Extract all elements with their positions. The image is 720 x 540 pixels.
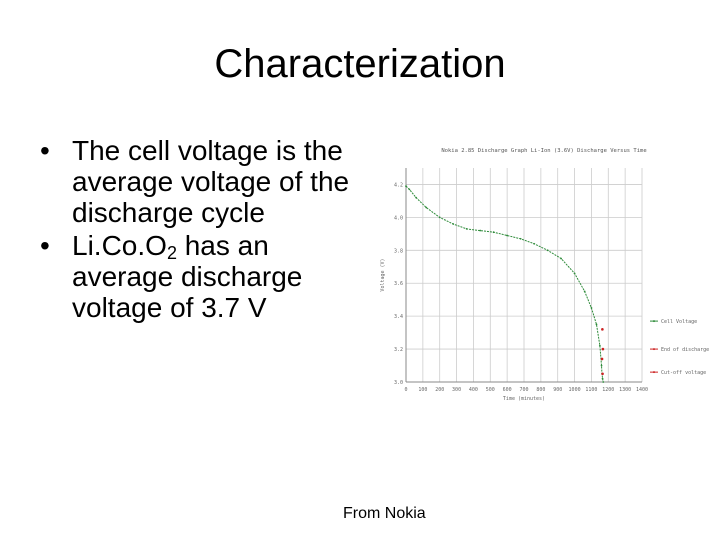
x-tick-label: 1000 — [569, 387, 581, 393]
series-line-cell-voltage — [405, 185, 604, 383]
end-marker — [600, 357, 604, 361]
data-point — [465, 228, 468, 230]
legend-marker — [653, 371, 655, 374]
data-point — [600, 364, 603, 367]
y-tick-label: 3.6 — [394, 281, 403, 287]
data-point — [595, 323, 598, 326]
x-tick-label: 1200 — [602, 387, 614, 393]
x-tick-label: 600 — [503, 387, 512, 393]
y-tick-label: 4.0 — [394, 215, 403, 221]
bullet-list: The cell voltage is the average voltage … — [40, 135, 370, 325]
data-point — [560, 257, 562, 260]
y-axis-label: Voltage (V) — [380, 258, 386, 291]
x-tick-label: 800 — [536, 387, 545, 393]
data-point — [425, 206, 428, 209]
data-point — [602, 381, 605, 383]
bullet-text-post: has an average discharge voltage of 3.7 … — [72, 230, 303, 323]
data-point — [573, 272, 576, 275]
x-tick-label: 500 — [486, 387, 495, 393]
y-tick-label: 3.8 — [394, 248, 403, 254]
x-tick-label: 0 — [404, 387, 407, 393]
data-point — [583, 290, 586, 293]
data-point — [405, 185, 407, 188]
data-point — [590, 307, 593, 309]
x-tick-label: 300 — [452, 387, 461, 393]
x-tick-label: 900 — [553, 387, 562, 393]
data-point — [519, 237, 522, 240]
data-point — [601, 377, 604, 380]
end-marker — [601, 347, 605, 351]
data-point — [546, 249, 549, 252]
slide-title: Characterization — [214, 42, 506, 86]
legend-label: End of discharge — [661, 347, 709, 353]
x-tick-label: 1300 — [619, 387, 631, 393]
chart-title: Nokia 2.85 Discharge Graph Li-Ion (3.6V)… — [441, 148, 646, 154]
x-axis-label: Time (minutes) — [503, 396, 545, 402]
legend-marker — [653, 320, 655, 323]
data-point — [408, 188, 411, 191]
bullet-subscript: 2 — [166, 243, 177, 263]
end-marker — [601, 328, 604, 331]
x-tick-label: 400 — [469, 387, 478, 393]
x-tick-label: 1400 — [636, 387, 648, 393]
data-point — [506, 234, 509, 237]
y-tick-label: 3.2 — [394, 347, 403, 353]
x-tick-label: 100 — [418, 387, 427, 393]
data-point — [598, 344, 601, 347]
y-tick-label: 4.2 — [394, 182, 403, 188]
data-point — [438, 216, 441, 219]
bullet-item-cell-voltage: The cell voltage is the average voltage … — [40, 135, 370, 228]
y-tick-label: 3.4 — [394, 314, 403, 320]
end-marker — [601, 372, 604, 376]
data-point — [533, 242, 536, 245]
legend-label: Cut-off voltage — [661, 370, 706, 376]
bullet-text-pre: Li.Co.O — [72, 230, 167, 261]
y-tick-label: 3.0 — [394, 380, 403, 386]
source-credit: From Nokia — [343, 505, 426, 522]
data-point — [492, 231, 495, 234]
legend-label: Cell Voltage — [661, 319, 697, 325]
data-point — [479, 229, 482, 232]
data-point — [415, 196, 418, 199]
data-point — [452, 223, 455, 225]
x-tick-label: 1100 — [585, 387, 597, 393]
bullet-text: The cell voltage is the average voltage … — [72, 135, 350, 228]
bullet-item-licoo2: Li.Co.O2 has an average discharge voltag… — [40, 230, 370, 323]
legend-marker — [653, 348, 655, 351]
discharge-chart: Nokia 2.85 Discharge Graph Li-Ion (3.6V)… — [380, 148, 709, 402]
x-tick-label: 200 — [435, 387, 444, 393]
x-tick-label: 700 — [519, 387, 528, 393]
